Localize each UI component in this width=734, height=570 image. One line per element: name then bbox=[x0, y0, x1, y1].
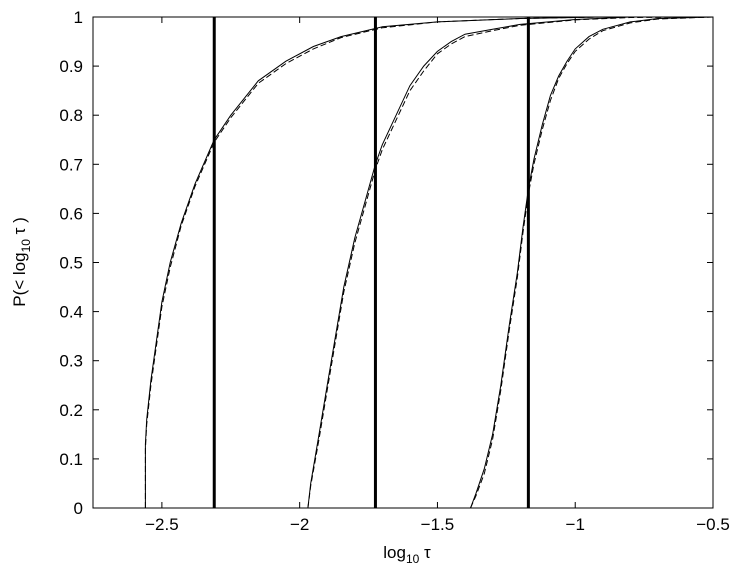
y-tick-label: 0.7 bbox=[59, 155, 83, 174]
y-tick-label: 0.1 bbox=[59, 450, 83, 469]
y-tick-label: 0.5 bbox=[59, 254, 83, 273]
series-line-3-solid bbox=[307, 16, 713, 509]
y-tick-label: 0.2 bbox=[59, 401, 83, 420]
x-tick-label: −0.5 bbox=[696, 515, 730, 534]
y-tick-label: 0.8 bbox=[59, 106, 83, 125]
y-tick-label: 0.9 bbox=[59, 57, 83, 76]
y-axis-label: P(< log10 τ ) bbox=[10, 217, 33, 307]
y-tick-label: 1 bbox=[74, 8, 83, 27]
plot-content bbox=[144, 16, 714, 509]
series-line-2-dashed bbox=[144, 16, 713, 508]
x-tick-label: −2 bbox=[290, 515, 309, 534]
series-line-5-solid bbox=[470, 16, 714, 509]
y-tick-label: 0.3 bbox=[59, 352, 83, 371]
y-tick-label: 0.4 bbox=[59, 303, 83, 322]
x-tick-label: −1 bbox=[566, 515, 585, 534]
tick-labels: −2.5 −2 −1.5 −1 −0.5 0 0.1 0.2 0.3 0.4 0.5 0.6 0.7 0.… bbox=[59, 8, 729, 534]
series-line-4-dashed bbox=[307, 16, 714, 509]
y-tick-label: 0 bbox=[74, 499, 83, 518]
axis-ticks bbox=[93, 16, 714, 509]
plot-frame bbox=[92, 16, 714, 509]
y-tick-label: 0.6 bbox=[59, 204, 83, 223]
x-tick-label: −1.5 bbox=[421, 515, 455, 534]
x-tick-label: −2.5 bbox=[145, 515, 179, 534]
series-line-1-solid bbox=[144, 16, 713, 508]
x-axis-label: log10 τ bbox=[383, 543, 431, 566]
series-line-6-dashed bbox=[470, 16, 714, 509]
